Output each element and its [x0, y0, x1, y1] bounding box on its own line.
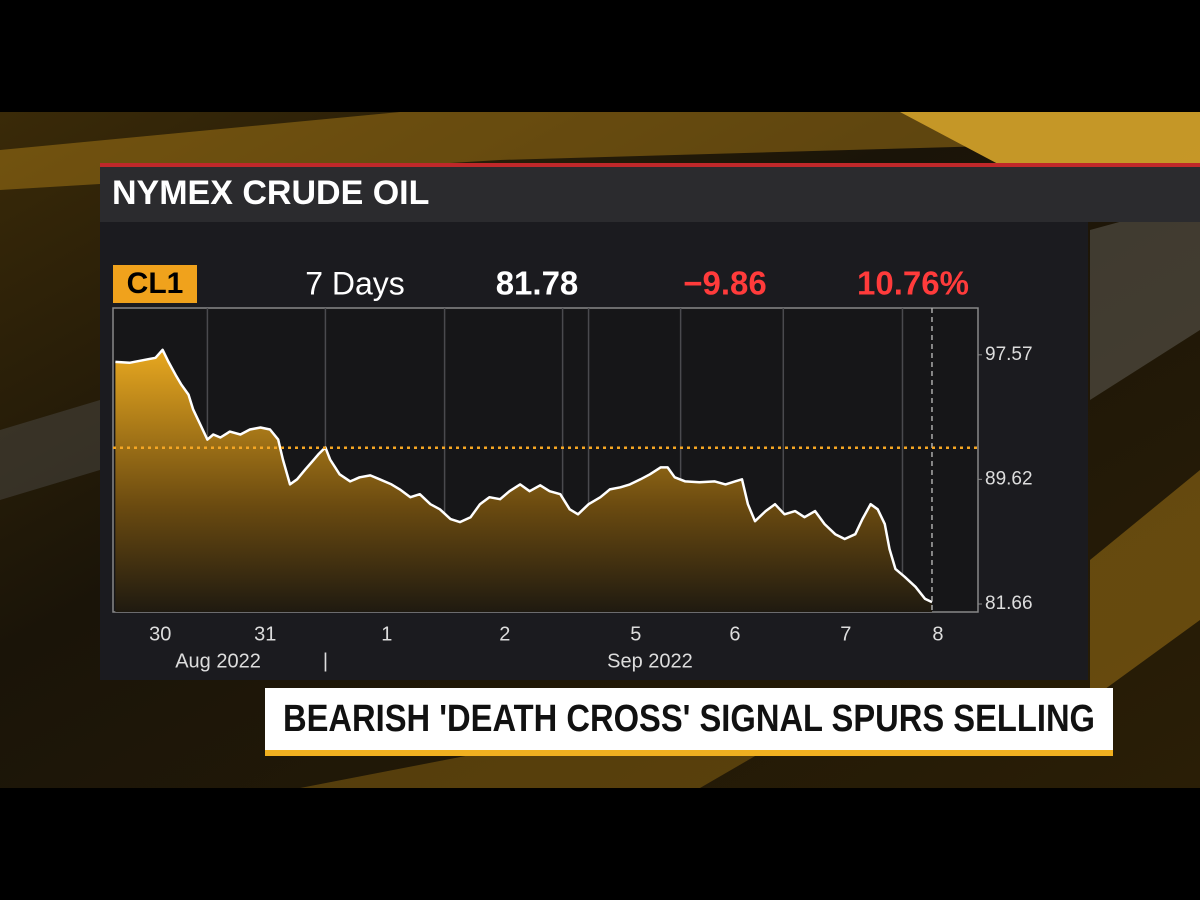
x-tick-label: 2	[499, 623, 510, 645]
x-tick-label: 6	[729, 623, 740, 645]
headline-accent	[265, 750, 1113, 756]
x-tick-label: 30	[149, 623, 171, 645]
x-tick-label: 8	[932, 623, 943, 645]
ticker-box	[113, 265, 197, 303]
price-line	[115, 348, 933, 604]
title-accent	[100, 163, 1200, 167]
title: NYMEX CRUDE OIL	[112, 174, 429, 212]
period: 7 Days	[305, 265, 405, 301]
y-tick-label: 89.62	[985, 468, 1033, 489]
area	[115, 349, 932, 612]
headline-box	[265, 688, 1113, 755]
x-tick-label: 31	[254, 623, 276, 645]
change-pct: 10.76%	[857, 265, 969, 302]
headline: BEARISH 'DEATH CROSS' SIGNAL SPURS SELLI…	[283, 698, 1095, 740]
x-tick-label: 7	[840, 623, 851, 645]
x-group-label: |	[323, 650, 328, 672]
change: −9.86	[683, 265, 767, 302]
x-tick-label: 5	[630, 623, 641, 645]
x-group-label: Sep 2022	[607, 650, 693, 672]
x-tick-label: 1	[381, 623, 392, 645]
plot: 97.57 89.62 81.66 30 31 1 2 5 6 7 8 Aug 2022 | Sep 20…	[113, 308, 1033, 672]
title-bar	[100, 163, 1200, 222]
ticker: CL1	[127, 267, 184, 300]
y-tick-label: 97.57	[985, 344, 1033, 365]
last-price: 81.78	[496, 265, 579, 302]
y-tick-label: 81.66	[985, 593, 1033, 614]
x-group-label: Aug 2022	[175, 650, 261, 672]
